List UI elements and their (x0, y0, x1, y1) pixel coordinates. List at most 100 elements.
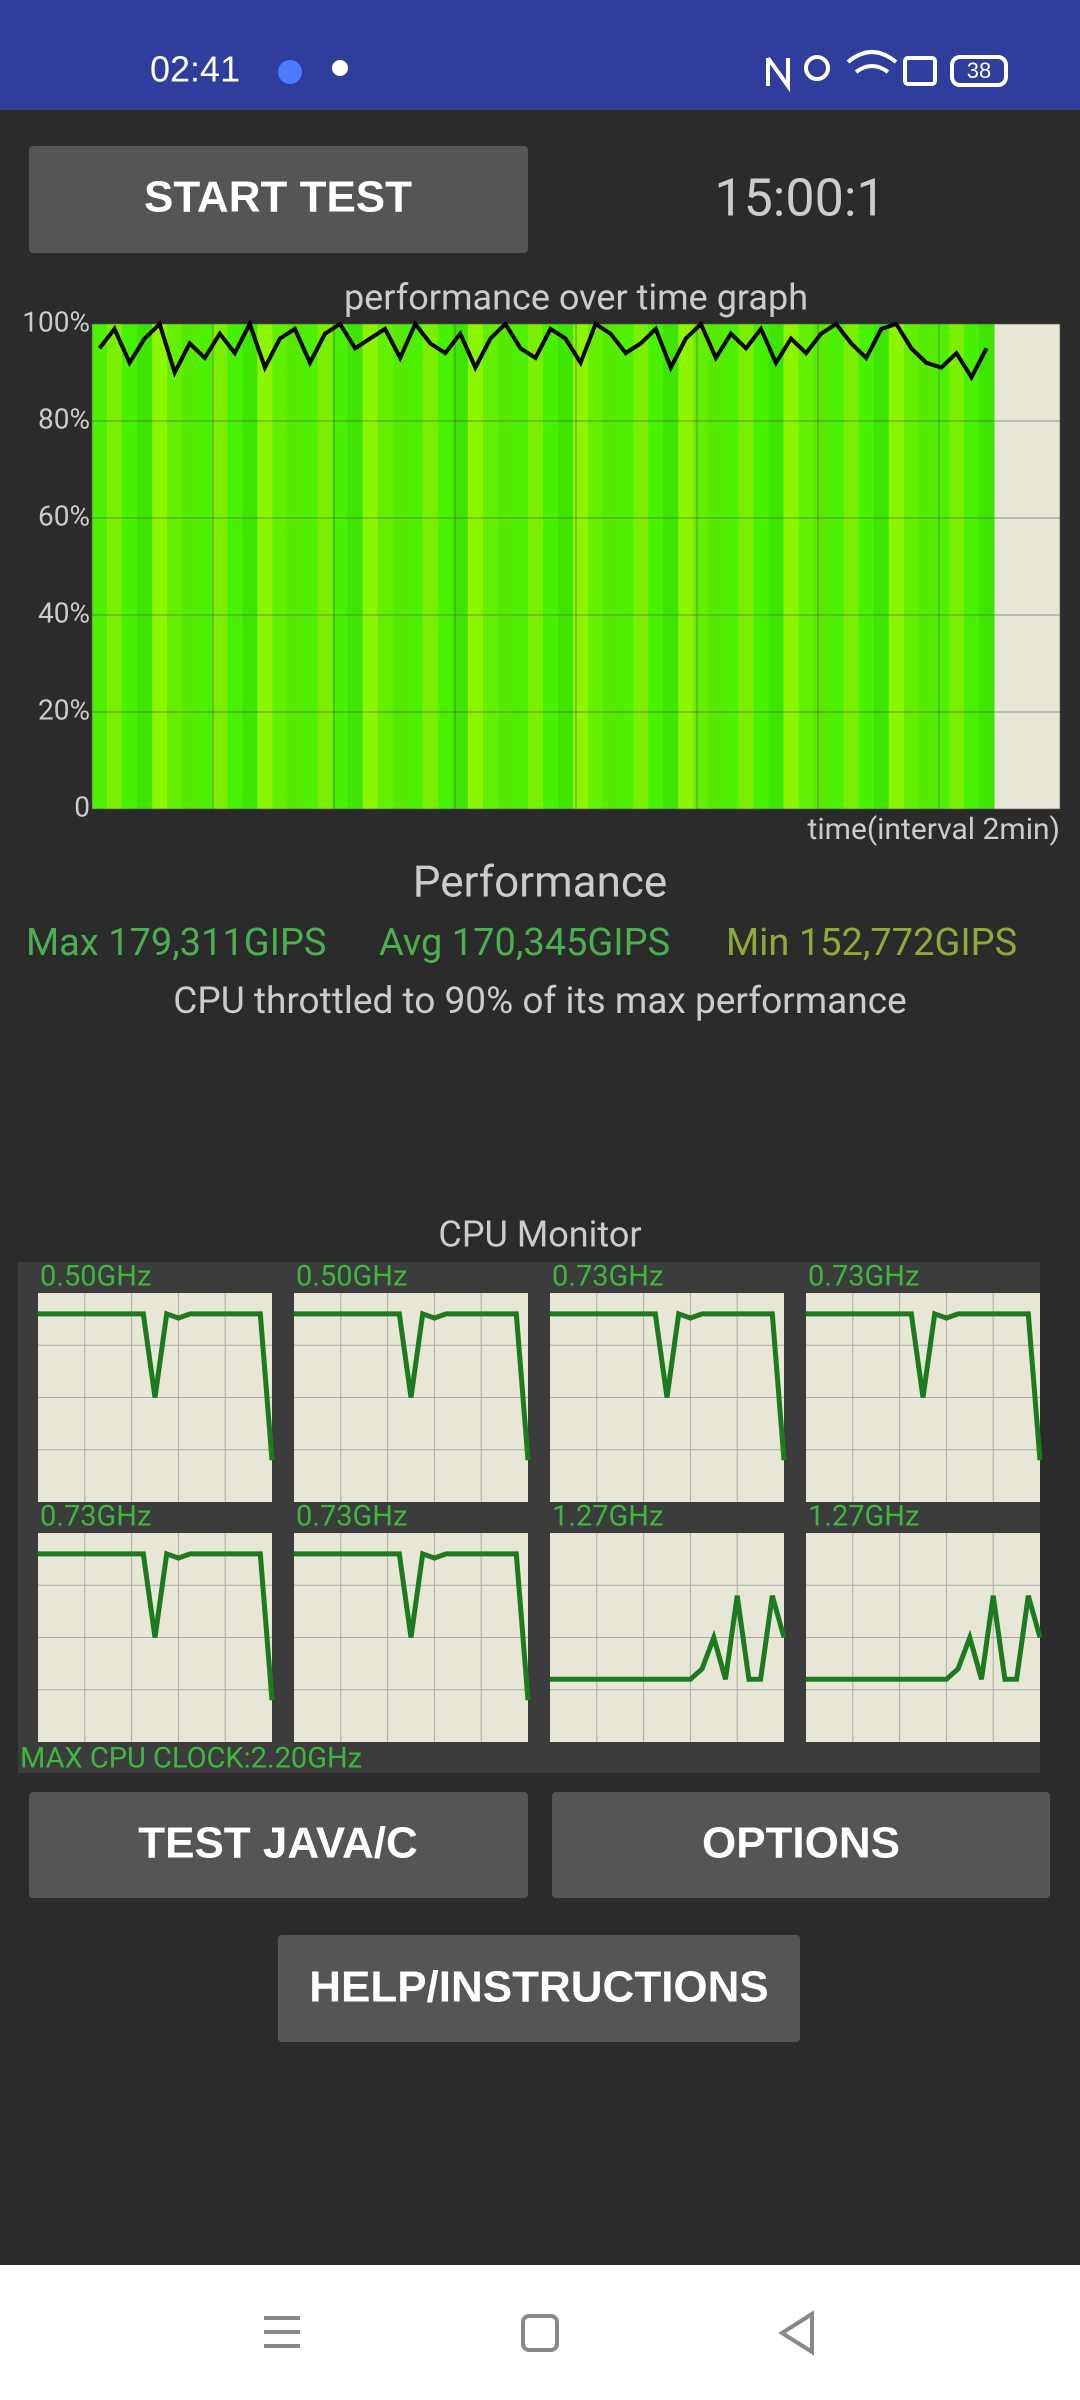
battery-level: 38 (967, 58, 991, 83)
core-frequency: 0.73GHz (808, 1260, 919, 1294)
stripe (558, 324, 574, 809)
core-line (294, 1550, 531, 1701)
y-tick-label: 40% (38, 596, 90, 629)
stripe (242, 324, 258, 809)
stripe (422, 324, 439, 809)
max-performance: Max 179,311GIPS (26, 921, 327, 965)
stripe (753, 324, 769, 809)
throttle-note: CPU throttled to 90% of its max performa… (173, 980, 906, 1023)
stripe (137, 324, 153, 809)
location-icon (332, 60, 348, 76)
avg-performance: Avg 170,345GIPS (379, 921, 670, 965)
stripe (317, 324, 334, 809)
core-frequency: 0.73GHz (296, 1500, 407, 1534)
stripe (843, 324, 860, 809)
stripe (92, 324, 108, 809)
options-button[interactable] (552, 1792, 1050, 1898)
start-test-button[interactable] (29, 146, 528, 253)
core-frequency: 1.27GHz (552, 1500, 663, 1534)
stripe (377, 324, 394, 809)
stripe (197, 324, 213, 809)
stripe (708, 324, 724, 809)
max-cpu-clock: MAX CPU CLOCK:2.20GHz (20, 1742, 362, 1776)
test-java-label[interactable]: TEST JAVA/C (138, 1819, 418, 1868)
home-button[interactable] (521, 2314, 559, 2352)
stripe (948, 324, 965, 809)
performance-heading: Performance (413, 856, 668, 908)
stripe (227, 324, 243, 809)
help-label[interactable]: HELP/INSTRUCTIONS (309, 1963, 769, 2012)
stripe (467, 324, 484, 809)
y-tick-label: 80% (38, 402, 90, 435)
stripe (873, 324, 890, 809)
stripe (918, 324, 935, 809)
stripe (798, 324, 815, 809)
stripe (182, 324, 198, 809)
stripe (287, 324, 303, 809)
stripe (122, 324, 138, 809)
stripe (783, 324, 800, 809)
stripe (152, 324, 168, 809)
y-tick-label: 100% (22, 305, 90, 338)
stripe (452, 324, 469, 809)
stripe (828, 324, 845, 809)
stripe (257, 324, 273, 809)
core-line (550, 1310, 787, 1461)
stripe (347, 324, 364, 809)
stripe (903, 324, 920, 809)
stripe (573, 324, 589, 809)
stripe (543, 324, 559, 809)
cpu-monitor-title: CPU Monitor (438, 1214, 641, 1256)
test-java-button[interactable] (29, 1792, 528, 1898)
stripe (888, 324, 905, 809)
navigation-bar (0, 2265, 1080, 2400)
stripe (212, 324, 228, 809)
core-frequency: 0.50GHz (40, 1260, 151, 1294)
core-line (38, 1310, 275, 1461)
core-line (38, 1550, 275, 1701)
menu-button[interactable] (264, 2316, 300, 2348)
timer: 15:00:1 (714, 168, 885, 229)
y-tick-label: 60% (38, 499, 90, 532)
stripe (107, 324, 123, 809)
stripe (603, 324, 619, 809)
start-test-label[interactable]: START TEST (144, 173, 412, 222)
core-frequency: 0.73GHz (552, 1260, 663, 1294)
graph-title: performance over time graph (344, 277, 808, 319)
stripe (482, 324, 499, 809)
status-bar (0, 0, 1080, 110)
stripe (693, 324, 709, 809)
stripe (633, 324, 649, 809)
stripe (512, 324, 529, 809)
options-label[interactable]: OPTIONS (702, 1819, 900, 1868)
stripe (437, 324, 454, 809)
y-tick-label: 20% (38, 693, 90, 726)
stripe (302, 324, 318, 809)
x-axis-label: time(interval 2min) (808, 812, 1060, 847)
stripe (332, 324, 349, 809)
stripe (272, 324, 288, 809)
y-tick-label: 0 (74, 790, 90, 823)
performance-line (97, 318, 989, 382)
stripe (618, 324, 634, 809)
back-button[interactable] (778, 2310, 814, 2356)
help-button[interactable] (278, 1935, 800, 2042)
core-line (806, 1310, 1043, 1461)
core-frequency: 1.27GHz (808, 1500, 919, 1534)
stripe (497, 324, 514, 809)
stripe (738, 324, 754, 809)
core-line (806, 1595, 1043, 1682)
clock: 02:41 (150, 49, 240, 90)
stripe (813, 324, 830, 809)
stripe (588, 324, 604, 809)
stripe (663, 324, 679, 809)
stripe (858, 324, 875, 809)
stripe (648, 324, 664, 809)
stripe (362, 324, 379, 809)
stripe (978, 324, 995, 809)
status-icons (766, 50, 1008, 93)
stripe (527, 324, 544, 809)
core-line (294, 1310, 531, 1461)
stripe (933, 324, 950, 809)
